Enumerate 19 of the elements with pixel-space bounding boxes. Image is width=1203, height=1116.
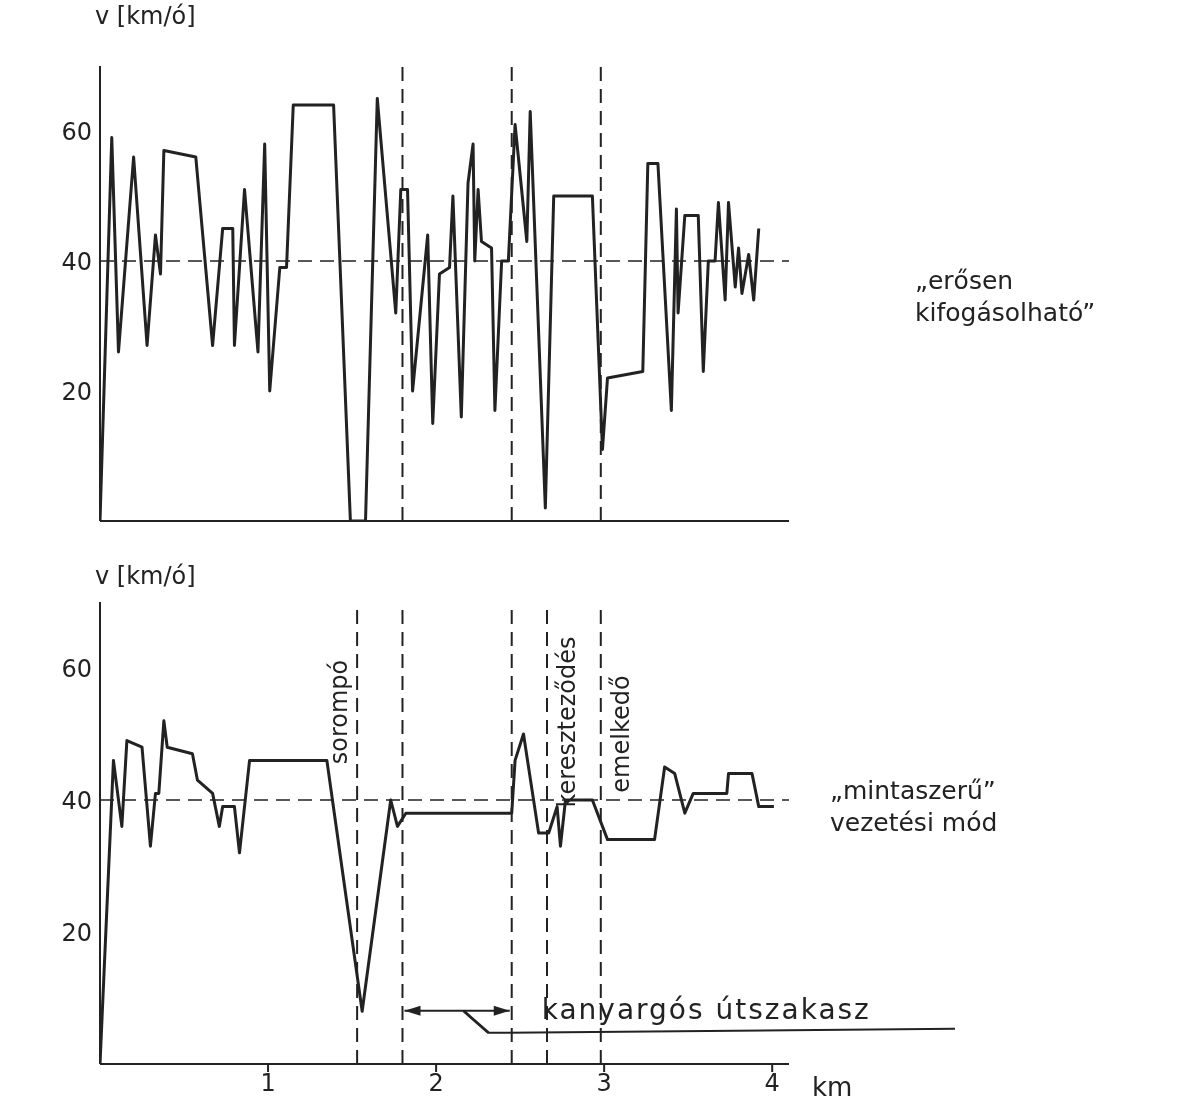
ref-line-label: kereszteződés — [553, 636, 582, 808]
y-axis-title: v [km/ó] — [95, 562, 196, 590]
annotation: kanyargós útszakasz — [541, 992, 871, 1026]
ref-line-label: emelkedő — [606, 675, 635, 793]
x-tick-label: 2 — [428, 1069, 444, 1098]
text: „erősen kifogásolható” — [915, 265, 1097, 329]
ref-line-label: sorompó — [325, 659, 354, 765]
x-axis-title: km — [812, 1072, 853, 1102]
y-tick-label: 60 — [61, 654, 92, 683]
y-tick-label: 40 — [61, 247, 92, 276]
y-tick-label: 60 — [61, 117, 92, 146]
x-tick-label: 4 — [764, 1069, 780, 1098]
x-tick-label: 3 — [596, 1069, 612, 1098]
y-tick-label: 40 — [61, 786, 92, 815]
y-tick-label: 20 — [61, 377, 92, 406]
text: „mintaszerű” vezetési mód — [830, 775, 999, 839]
y-axis-title: v [km/ó] — [95, 2, 196, 30]
x-tick-label: 1 — [260, 1069, 276, 1098]
y-tick-label: 20 — [61, 918, 92, 947]
